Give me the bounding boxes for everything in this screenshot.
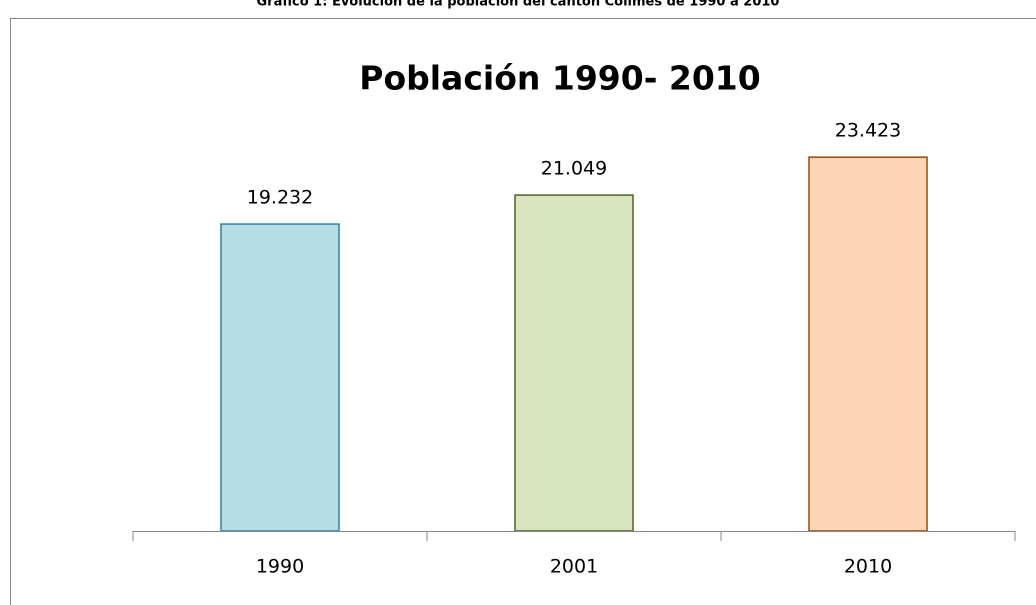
x-tick-label: 2010 bbox=[844, 556, 892, 578]
value-label: 19.232 bbox=[247, 187, 313, 209]
value-label: 21.049 bbox=[541, 158, 607, 180]
bar bbox=[220, 223, 340, 532]
bar bbox=[808, 156, 928, 532]
bar bbox=[514, 194, 634, 532]
chart-title: Población 1990- 2010 bbox=[359, 59, 760, 98]
caption: Gráfico 1: Evolución de la población del… bbox=[257, 0, 780, 10]
x-tick-label: 1990 bbox=[256, 556, 304, 578]
chart-frame bbox=[10, 18, 1036, 605]
x-tick-label: 2001 bbox=[550, 556, 598, 578]
value-label: 23.423 bbox=[835, 120, 901, 142]
